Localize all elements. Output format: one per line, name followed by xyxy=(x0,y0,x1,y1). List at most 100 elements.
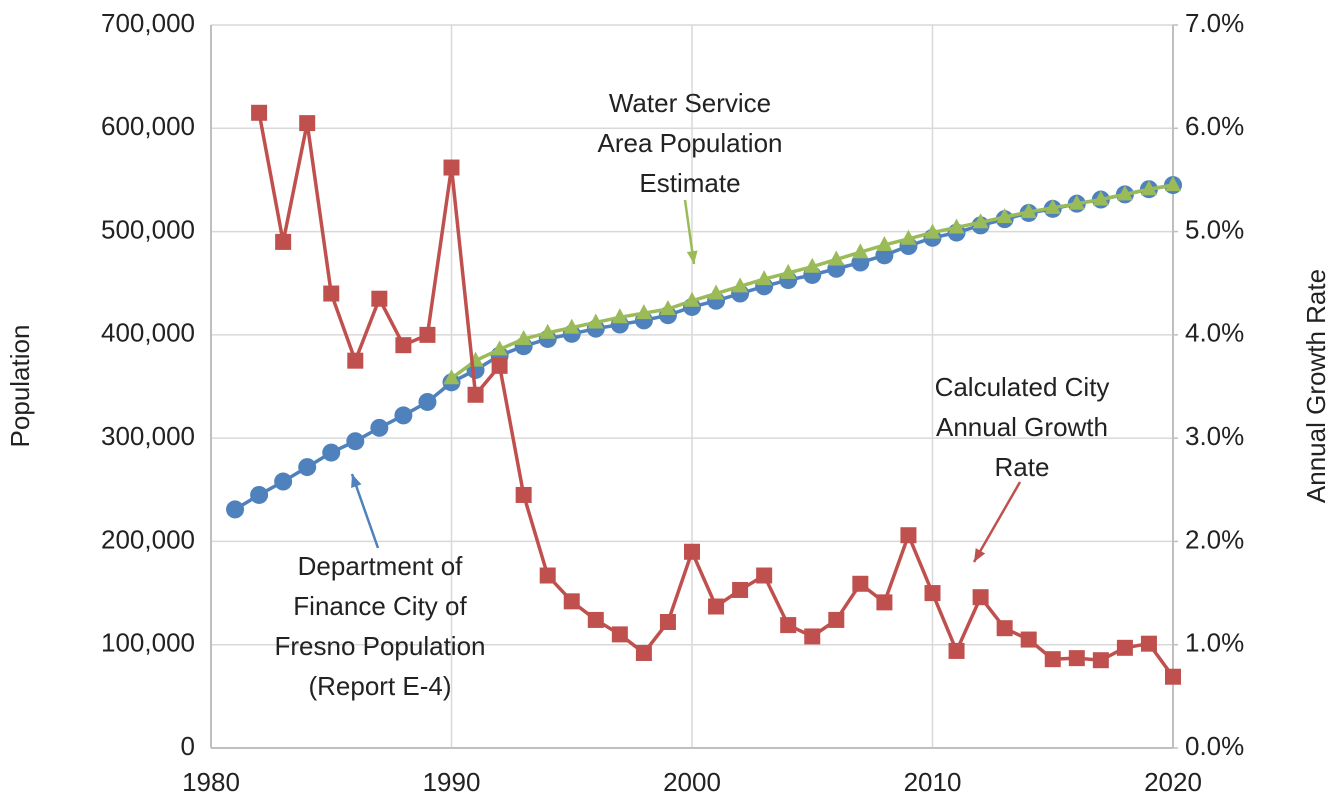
annotation: Estimate xyxy=(639,168,740,198)
marker xyxy=(1092,190,1109,206)
y2-tick-label: 0.0% xyxy=(1185,731,1244,761)
marker xyxy=(346,432,365,451)
marker xyxy=(900,527,917,544)
marker xyxy=(1116,639,1133,656)
marker xyxy=(394,406,413,425)
annotation: Rate xyxy=(995,452,1050,482)
y-tick-label: 100,000 xyxy=(101,628,195,658)
marker xyxy=(587,313,604,329)
arrow-head xyxy=(974,548,986,562)
marker xyxy=(708,284,725,300)
marker xyxy=(780,617,797,634)
marker xyxy=(972,589,989,606)
marker xyxy=(443,369,460,385)
marker xyxy=(419,326,436,343)
marker xyxy=(563,318,580,334)
marker xyxy=(852,575,869,592)
marker xyxy=(1165,176,1181,192)
marker xyxy=(1044,198,1061,214)
annotation: Water Service xyxy=(609,88,771,118)
marker xyxy=(371,290,388,307)
marker xyxy=(539,323,556,339)
y2-tick-label: 3.0% xyxy=(1185,421,1244,451)
marker xyxy=(924,223,941,239)
marker xyxy=(611,308,628,324)
annotation: (Report E-4) xyxy=(308,671,451,701)
marker xyxy=(1068,194,1085,210)
marker xyxy=(1092,652,1109,669)
arrow-head xyxy=(351,474,362,488)
marker xyxy=(635,304,652,320)
y2-tick-label: 1.0% xyxy=(1185,628,1244,658)
marker xyxy=(370,418,389,437)
y-tick-label: 400,000 xyxy=(101,318,195,348)
marker xyxy=(684,543,700,560)
marker xyxy=(635,644,652,661)
marker xyxy=(467,386,484,403)
marker xyxy=(828,611,845,628)
marker xyxy=(684,291,700,307)
marker xyxy=(1165,668,1181,685)
y-tick-label: 700,000 xyxy=(101,8,195,38)
y-tick-label: 500,000 xyxy=(101,214,195,244)
marker xyxy=(948,642,965,659)
marker xyxy=(395,337,412,354)
marker xyxy=(804,257,821,273)
x-tick-label: 1980 xyxy=(182,767,240,797)
y2-tick-label: 6.0% xyxy=(1185,111,1244,141)
marker xyxy=(756,567,773,584)
marker xyxy=(418,392,437,411)
marker xyxy=(924,585,941,602)
marker xyxy=(491,357,508,374)
y-tick-label: 200,000 xyxy=(101,524,195,554)
marker xyxy=(347,352,364,369)
marker xyxy=(299,115,316,132)
y2-tick-label: 2.0% xyxy=(1185,524,1244,554)
marker xyxy=(298,458,317,477)
marker xyxy=(876,235,893,251)
annotation-arrow xyxy=(350,473,380,549)
marker xyxy=(1068,650,1085,667)
marker xyxy=(1140,180,1157,196)
marker xyxy=(274,472,293,491)
marker xyxy=(491,340,508,356)
annotation: Fresno Population xyxy=(274,631,485,661)
marker xyxy=(251,104,268,121)
marker xyxy=(563,593,580,610)
marker xyxy=(996,620,1013,637)
marker xyxy=(1044,651,1061,668)
x-tick-label: 2010 xyxy=(904,767,962,797)
marker xyxy=(804,628,821,645)
marker xyxy=(587,611,604,628)
annotation-arrow xyxy=(972,481,1022,563)
marker xyxy=(996,208,1013,224)
y2-axis-label: Annual Growth Rate xyxy=(1301,269,1331,503)
marker xyxy=(732,581,749,598)
marker xyxy=(322,443,341,462)
marker xyxy=(876,594,893,611)
marker xyxy=(948,218,965,234)
marker xyxy=(275,233,292,250)
marker xyxy=(1140,635,1157,652)
marker xyxy=(1116,185,1133,201)
marker xyxy=(732,277,749,293)
y-tick-label: 300,000 xyxy=(101,421,195,451)
marker xyxy=(1020,202,1037,218)
annotation: Department of xyxy=(298,551,464,581)
x-tick-label: 1990 xyxy=(423,767,481,797)
marker xyxy=(611,626,628,643)
marker xyxy=(659,300,676,316)
marker xyxy=(250,485,269,504)
y-tick-label: 0 xyxy=(181,731,195,761)
y-tick-label: 600,000 xyxy=(101,111,195,141)
annotation: Area Population xyxy=(597,128,782,158)
marker xyxy=(780,263,797,279)
marker xyxy=(443,159,460,176)
marker xyxy=(708,598,725,615)
marker xyxy=(1020,631,1037,648)
marker xyxy=(972,213,989,229)
marker xyxy=(756,270,773,286)
x-tick-label: 2000 xyxy=(663,767,721,797)
marker xyxy=(323,285,340,302)
